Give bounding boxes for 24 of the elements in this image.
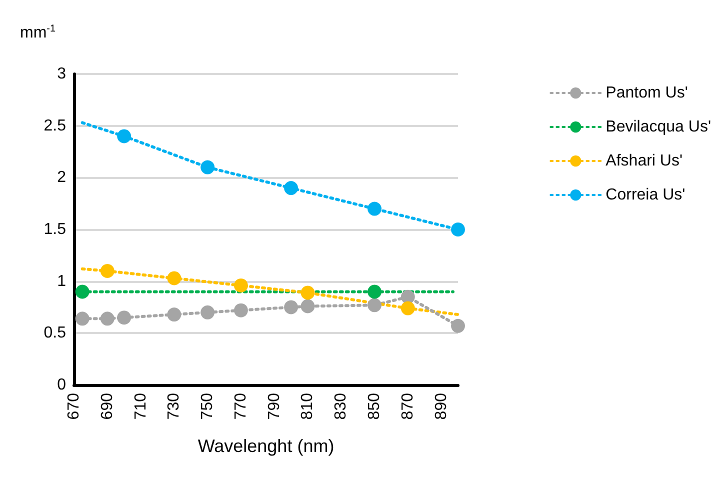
x-tick-label: 830: [332, 392, 350, 420]
y-tick-label: 0: [57, 376, 66, 394]
x-tick-label: 710: [132, 392, 150, 420]
legend-label: Correia Us': [606, 186, 686, 204]
x-tick-label: 670: [66, 392, 82, 420]
legend-label: Bevilacqua Us': [606, 118, 711, 136]
legend-label: Afshari Us': [606, 152, 683, 170]
y-tick-label: 2.5: [44, 117, 66, 134]
legend-label: Pantom Us': [606, 84, 688, 102]
y-tick-label: 2: [57, 169, 66, 186]
y-tick-label: 1.5: [44, 221, 66, 238]
x-tick-label: 750: [199, 392, 216, 420]
y-tick-label: 1: [57, 272, 66, 290]
x-tick-label: 890: [432, 392, 450, 420]
x-tick-label: 810: [299, 392, 316, 420]
y-tick-label: 0.5: [44, 324, 66, 342]
x-tick-label: 690: [98, 392, 116, 420]
y-tick-label: 3: [57, 66, 66, 82]
x-tick-label: 730: [166, 392, 183, 420]
x-tick-label: 790: [266, 392, 283, 420]
x-axis-title: Wavelenght (nm): [198, 436, 334, 456]
x-tick-label: 850: [366, 392, 384, 420]
x-tick-label: 770: [232, 392, 250, 420]
x-tick-label: 870: [399, 392, 416, 420]
